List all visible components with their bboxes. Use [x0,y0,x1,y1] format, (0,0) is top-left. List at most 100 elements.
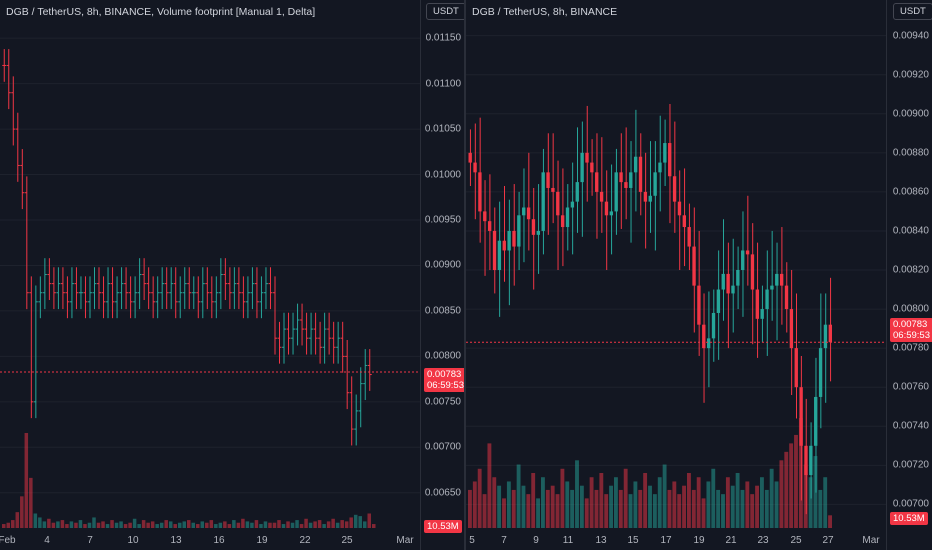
left-x-tick: 19 [256,535,268,546]
right-candle-body [517,215,521,247]
left-volume-bar [218,522,223,528]
left-volume-bar [168,521,173,528]
left-last-price: 0.00783 [427,369,462,380]
right-x-tick: 17 [660,535,672,546]
right-volume-bar [794,434,798,528]
right-volume-bar [560,468,565,528]
right-candle-body [585,152,589,163]
right-volume-bar [823,477,828,528]
right-currency-button[interactable]: USDT [893,3,932,20]
left-volume-bar [56,521,60,528]
left-volume-bar [87,522,92,528]
right-x-tick: 25 [790,535,802,546]
right-candle-body [818,348,823,397]
left-volume-bar [367,513,371,528]
right-volume-bar [609,485,613,528]
right-y-tick: 0.00780 [892,342,929,354]
left-volume-bar [205,522,209,528]
left-volume-bar [38,517,42,528]
right-candle-body [677,201,682,216]
left-volume-bar [254,520,259,528]
right-volume-tag: 10.53M [890,512,928,525]
right-candle-body [770,285,774,290]
right-price-axis[interactable]: USDT 0.00940 0.00920 0.00900 0.00880 0.00860… [886,0,932,550]
right-candle-body [814,396,818,446]
right-candle-body [682,215,686,228]
left-volume-bar [299,524,304,528]
right-volume-bar [633,481,638,528]
right-volume-bar [672,481,677,528]
right-volume-bar [687,473,691,528]
right-volume-bar [570,489,575,528]
left-volume-bar [277,520,281,528]
right-candle-body [750,254,755,290]
right-candle-body [736,270,740,286]
right-plot-area[interactable] [466,0,886,550]
right-volume-bar [614,477,618,528]
right-candle-body [551,187,555,192]
right-candle-body [492,230,497,270]
left-volume-bar [245,521,250,528]
right-candle-body [541,172,545,231]
right-chart-pane[interactable]: DGB / TetherUS, 8h, BINANCE USDT 0.00940… [466,0,932,550]
right-volume-bar [565,481,570,528]
left-x-tick: Mar [396,535,414,546]
right-volume-bar [492,477,497,528]
right-volume-bar [730,485,735,528]
left-volume-bar [177,522,182,528]
right-x-tick: Mar [862,535,880,546]
left-chart-pane[interactable]: DGB / TetherUS, 8h, BINANCE, Volume foot… [0,0,464,550]
right-candle-body [629,172,633,188]
left-volume-bar [182,521,186,528]
left-currency-button[interactable]: USDT [426,3,464,20]
right-y-tick: 0.00860 [892,186,929,198]
right-candle-body [663,143,667,163]
left-y-tick: 0.01050 [424,123,461,135]
left-y-tick: 0.00950 [424,214,461,226]
right-candle-body [624,182,628,188]
left-volume-bar [2,524,6,528]
left-volume-bar [344,521,349,528]
left-volume-tag: 10.53M [424,520,462,533]
left-plot-area[interactable] [0,0,420,550]
left-volume-bar [11,520,15,528]
right-y-tick: 0.00840 [892,225,929,237]
right-volume-bar [516,464,521,528]
left-volume-bar [110,520,114,528]
right-volume-bar [803,464,808,528]
left-countdown: 06:59:53 [427,380,464,391]
left-volume-bar [15,512,20,528]
left-volume-bar [24,433,29,528]
left-volume-bar [322,524,326,528]
left-volume-bar [60,520,65,528]
left-volume-bar [92,517,96,528]
right-candle-body [668,143,672,177]
right-candle-body [565,207,570,228]
left-volume-bar [51,522,56,528]
left-volume-bar [6,522,11,528]
right-candle-body [478,172,482,212]
left-volume-bar [241,518,245,528]
right-volume-bar [472,481,477,528]
left-volume-bar [173,524,177,528]
right-candle-body [658,162,662,173]
right-volume-bar [652,494,657,528]
left-volume-bar [123,524,128,528]
right-candle-body [765,289,769,310]
left-volume-bar [272,522,277,528]
right-candle-body [697,285,701,325]
left-volume-bar [196,524,200,528]
left-volume-bar [105,524,110,528]
right-y-tick: 0.00820 [892,264,929,276]
right-candle-body [702,324,706,349]
left-volume-bar [353,514,358,528]
left-volume-bar [227,524,232,528]
right-candle-body [692,246,696,286]
right-candle-body [483,211,487,222]
right-y-tick: 0.00920 [892,69,929,81]
left-price-axis[interactable]: USDT 0.01150 0.01100 0.01050 0.01000 0.00950… [420,0,464,550]
pane-divider[interactable] [464,0,466,550]
left-y-tick: 0.00800 [424,350,461,362]
left-volume-bar [317,520,322,528]
left-x-tick: 10 [127,535,139,546]
